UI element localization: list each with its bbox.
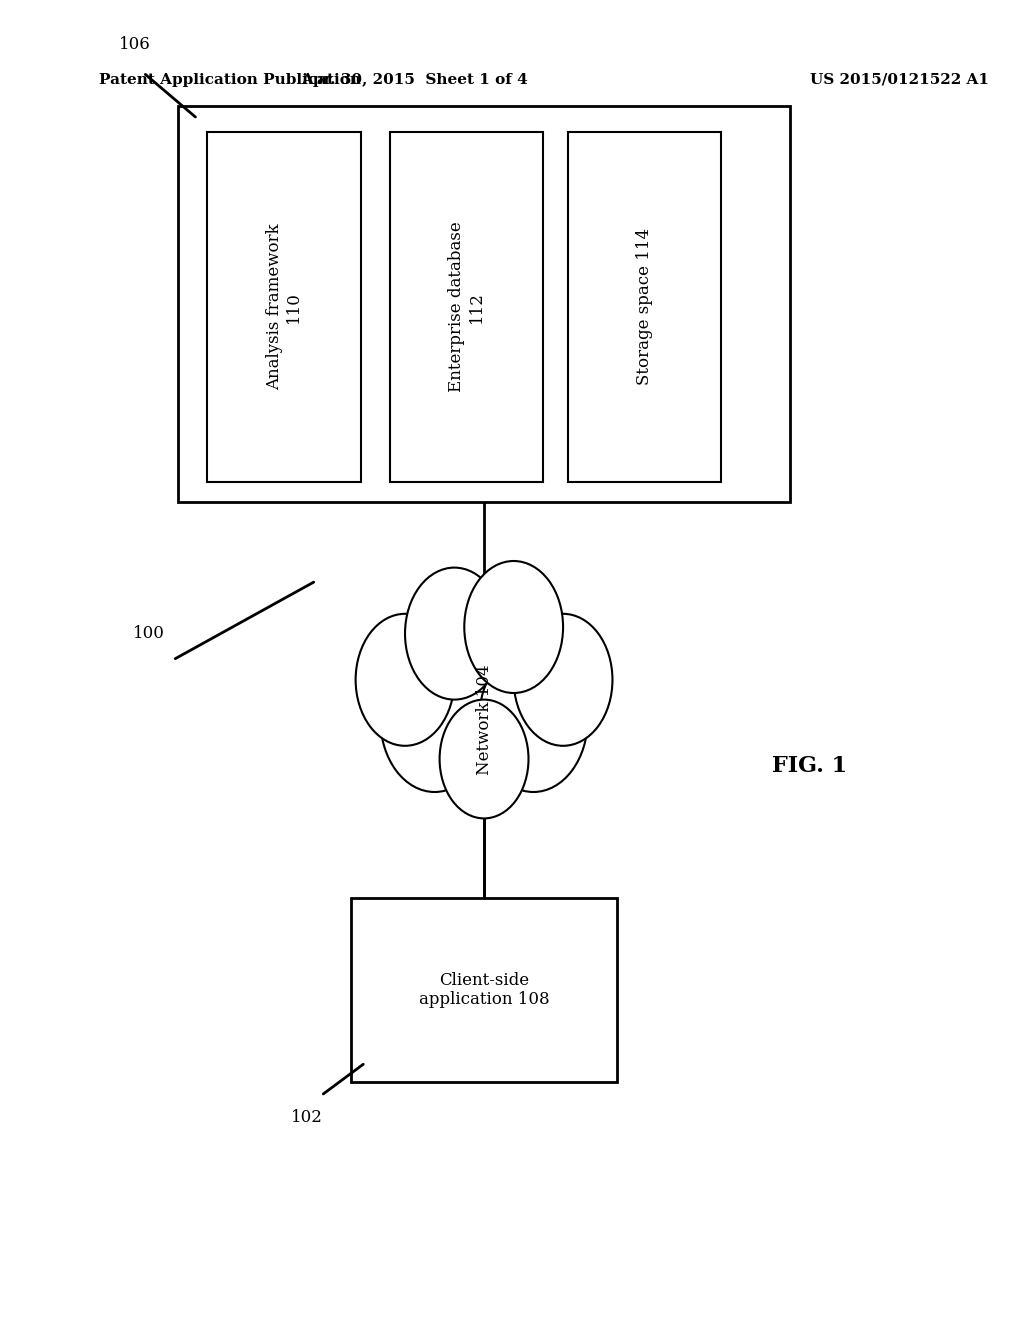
- Text: Patent Application Publication: Patent Application Publication: [98, 73, 360, 87]
- Circle shape: [355, 614, 455, 746]
- Text: US 2015/0121522 A1: US 2015/0121522 A1: [810, 73, 989, 87]
- Text: Client-side
application 108: Client-side application 108: [419, 972, 549, 1008]
- Circle shape: [410, 594, 558, 792]
- Text: 102: 102: [292, 1109, 324, 1126]
- FancyBboxPatch shape: [350, 898, 617, 1082]
- FancyBboxPatch shape: [390, 132, 544, 482]
- Text: Analysis framework
110: Analysis framework 110: [265, 223, 302, 391]
- Circle shape: [479, 647, 588, 792]
- Text: Enterprise database
112: Enterprise database 112: [449, 222, 485, 392]
- FancyBboxPatch shape: [208, 132, 360, 482]
- Text: 100: 100: [133, 626, 165, 642]
- FancyBboxPatch shape: [178, 106, 791, 502]
- Circle shape: [464, 561, 563, 693]
- FancyBboxPatch shape: [568, 132, 721, 482]
- Circle shape: [439, 700, 528, 818]
- Text: Apr. 30, 2015  Sheet 1 of 4: Apr. 30, 2015 Sheet 1 of 4: [301, 73, 528, 87]
- Text: Storage space 114: Storage space 114: [636, 228, 653, 385]
- Text: FIG. 1: FIG. 1: [772, 755, 848, 776]
- Text: Network 104: Network 104: [475, 664, 493, 775]
- Circle shape: [514, 614, 612, 746]
- Circle shape: [380, 647, 489, 792]
- Circle shape: [406, 568, 504, 700]
- Text: 106: 106: [119, 36, 151, 53]
